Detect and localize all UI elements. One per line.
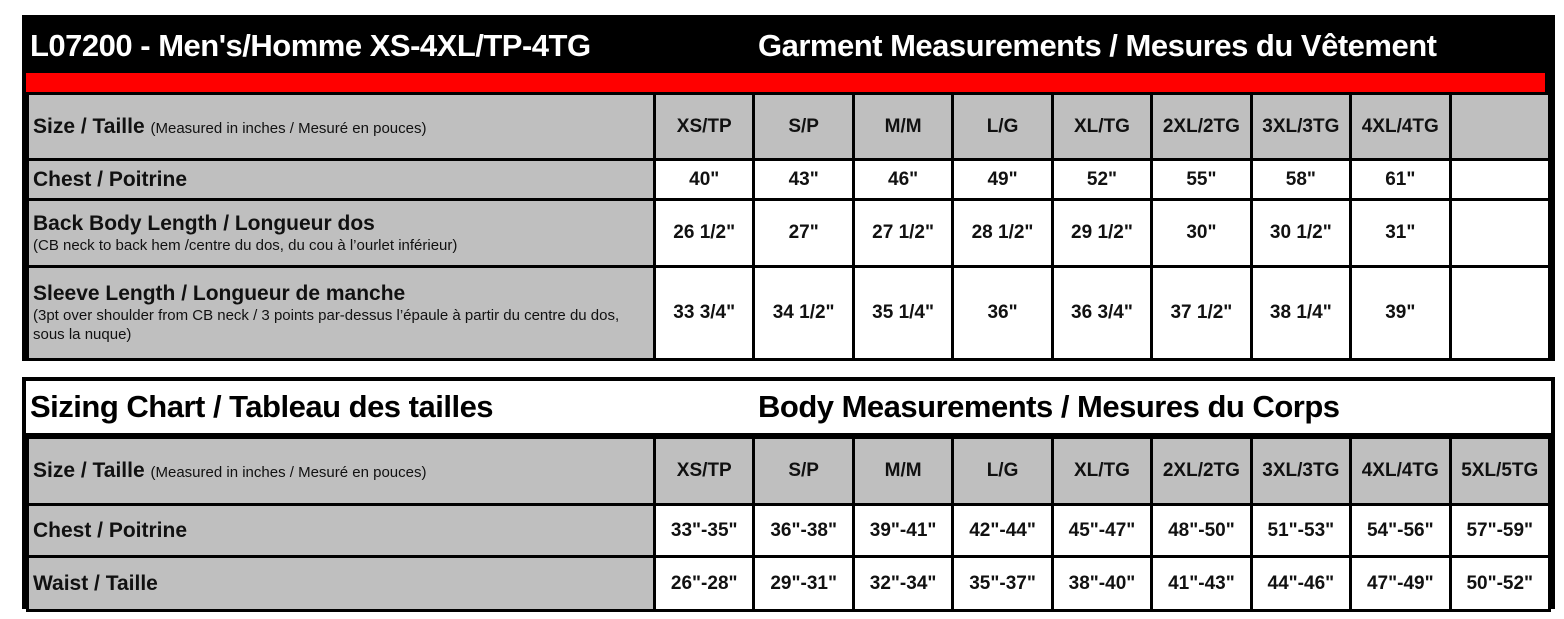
measurement-cell: 46" <box>851 158 955 201</box>
size-note: (Measured in inches / Mesuré en pouces) <box>150 464 427 481</box>
row-label-cell: Waist / Taille <box>26 555 656 612</box>
row-note: (CB neck to back hem /centre du dos, du … <box>33 236 458 254</box>
red-accent-bar <box>26 73 1545 92</box>
measurement-cell: 34 1/2" <box>752 265 855 361</box>
size-note: (Measured in inches / Mesuré en pouces) <box>150 119 427 137</box>
measurement-cell: 27" <box>752 198 855 268</box>
measurement-cell: 61" <box>1349 158 1452 201</box>
size-header: 3XL/3TG <box>1249 436 1353 506</box>
table-row: Chest / Poitrine 40" 43" 46" 49" 52" 55" 58" 61" <box>26 158 1551 201</box>
row-label-cell: Chest / Poitrine <box>26 158 656 201</box>
size-header-row: Size / Taille (Measured in inches / Mesu… <box>26 92 1551 161</box>
measurement-cell: 42"-44" <box>951 503 1054 558</box>
row-label-cell: Sleeve Length / Longueur de manche (3pt o… <box>26 265 656 361</box>
measurement-cell: 33 3/4" <box>652 265 756 361</box>
measurement-cell: 45"-47" <box>1050 503 1154 558</box>
size-header: 4XL/4TG <box>1349 92 1452 161</box>
size-header: XL/TG <box>1050 436 1154 506</box>
size-header: XL/TG <box>1050 92 1154 161</box>
measurement-cell: 57"-59" <box>1448 503 1551 558</box>
row-label: Chest / Poitrine <box>33 167 188 191</box>
measurement-cell <box>1448 265 1551 361</box>
measurement-cell: 38"-40" <box>1050 555 1154 612</box>
garment-measurements-table: L07200 - Men's/Homme XS-4XL/TP-4TG Garme… <box>22 15 1555 361</box>
size-header: 5XL/5TG <box>1448 436 1551 506</box>
measurement-cell: 30 1/2" <box>1249 198 1353 268</box>
measurement-cell: 29 1/2" <box>1050 198 1154 268</box>
measurement-cell: 54"-56" <box>1349 503 1452 558</box>
body-measurements-table: Sizing Chart / Tableau des tailles Body … <box>22 377 1555 612</box>
measurement-cell: 58" <box>1249 158 1353 201</box>
table-row: Chest / Poitrine 33"-35" 36"-38" 39"-41" 42"… <box>26 503 1551 558</box>
size-header: 3XL/3TG <box>1249 92 1353 161</box>
row-label: Back Body Length / Longueur dos <box>33 211 375 235</box>
measurement-cell: 30" <box>1150 198 1253 268</box>
measurement-cell: 29"-31" <box>752 555 855 612</box>
row-label-cell: Chest / Poitrine <box>26 503 656 558</box>
measurement-cell: 49" <box>951 158 1054 201</box>
size-header: L/G <box>951 436 1054 506</box>
garment-grid: Size / Taille (Measured in inches / Mesu… <box>26 92 1551 361</box>
measurement-cell: 36" <box>951 265 1054 361</box>
size-header: XS/TP <box>652 92 756 161</box>
row-label: Waist / Taille <box>33 571 158 595</box>
size-header: L/G <box>951 92 1054 161</box>
table-row: Back Body Length / Longueur dos (CB neck … <box>26 198 1551 268</box>
measurement-cell: 38 1/4" <box>1249 265 1353 361</box>
measurement-cell: 48"-50" <box>1150 503 1253 558</box>
size-header: 4XL/4TG <box>1349 436 1452 506</box>
row-label: Chest / Poitrine <box>33 518 188 542</box>
size-header: S/P <box>752 92 855 161</box>
table-row: Sleeve Length / Longueur de manche (3pt o… <box>26 265 1551 361</box>
measurement-cell: 27 1/2" <box>851 198 955 268</box>
body-grid: Size / Taille (Measured in inches / Mesu… <box>26 436 1551 612</box>
row-note: (3pt over shoulder from CB neck / 3 poin… <box>33 307 620 343</box>
measurement-cell: 35"-37" <box>951 555 1054 612</box>
measurement-cell: 39"-41" <box>851 503 955 558</box>
size-header-row: Size / Taille (Measured in inches / Mesu… <box>26 436 1551 506</box>
measurement-cell: 41"-43" <box>1150 555 1253 612</box>
size-header: XS/TP <box>652 436 756 506</box>
size-header: S/P <box>752 436 855 506</box>
measurement-cell: 51"-53" <box>1249 503 1353 558</box>
size-label-cell: Size / Taille (Measured in inches / Mesu… <box>26 436 656 506</box>
measurement-cell: 36"-38" <box>752 503 855 558</box>
measurement-cell: 36 3/4" <box>1050 265 1154 361</box>
size-header: M/M <box>851 92 955 161</box>
measurement-cell: 32"-34" <box>851 555 955 612</box>
table-row: Waist / Taille 26"-28" 29"-31" 32"-34" 35"-3… <box>26 555 1551 612</box>
body-section-title: Body Measurements / Mesures du Corps <box>758 389 1340 424</box>
measurement-cell: 55" <box>1150 158 1253 201</box>
measurement-cell: 37 1/2" <box>1150 265 1253 361</box>
measurement-cell: 26 1/2" <box>652 198 756 268</box>
sizing-chart-title: Sizing Chart / Tableau des tailles <box>30 389 494 424</box>
garment-section-title: Garment Measurements / Mesures du Vêteme… <box>758 28 1437 63</box>
measurement-cell: 50"-52" <box>1448 555 1551 612</box>
measurement-cell: 39" <box>1349 265 1452 361</box>
measurement-cell: 47"-49" <box>1349 555 1452 612</box>
measurement-cell: 40" <box>652 158 756 201</box>
measurement-cell: 26"-28" <box>652 555 756 612</box>
row-label: Sleeve Length / Longueur de manche <box>33 282 406 305</box>
measurement-cell <box>1448 158 1551 201</box>
measurement-cell: 35 1/4" <box>851 265 955 361</box>
size-header: M/M <box>851 436 955 506</box>
size-label-cell: Size / Taille (Measured in inches / Mesu… <box>26 92 656 161</box>
size-header <box>1448 92 1551 161</box>
size-label: Size / Taille <box>33 114 145 138</box>
measurement-cell: 28 1/2" <box>951 198 1054 268</box>
product-title: L07200 - Men's/Homme XS-4XL/TP-4TG <box>30 28 591 63</box>
size-label: Size / Taille <box>33 459 145 482</box>
size-header: 2XL/2TG <box>1150 436 1253 506</box>
measurement-cell: 43" <box>752 158 855 201</box>
measurement-cell: 52" <box>1050 158 1154 201</box>
measurement-cell: 44"-46" <box>1249 555 1353 612</box>
body-title-bar: Sizing Chart / Tableau des tailles Body … <box>26 381 1551 436</box>
measurement-cell: 31" <box>1349 198 1452 268</box>
garment-title-bar: L07200 - Men's/Homme XS-4XL/TP-4TG Garme… <box>26 19 1551 73</box>
measurement-cell: 33"-35" <box>652 503 756 558</box>
size-header: 2XL/2TG <box>1150 92 1253 161</box>
measurement-cell <box>1448 198 1551 268</box>
row-label-cell: Back Body Length / Longueur dos (CB neck … <box>26 198 656 268</box>
